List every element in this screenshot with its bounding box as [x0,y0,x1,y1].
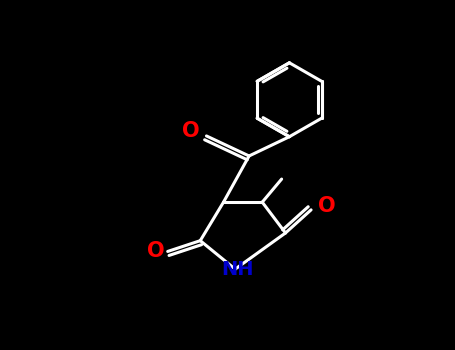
Text: O: O [147,241,165,261]
Text: O: O [182,120,200,141]
Text: O: O [318,196,335,216]
Text: NH: NH [221,260,254,279]
